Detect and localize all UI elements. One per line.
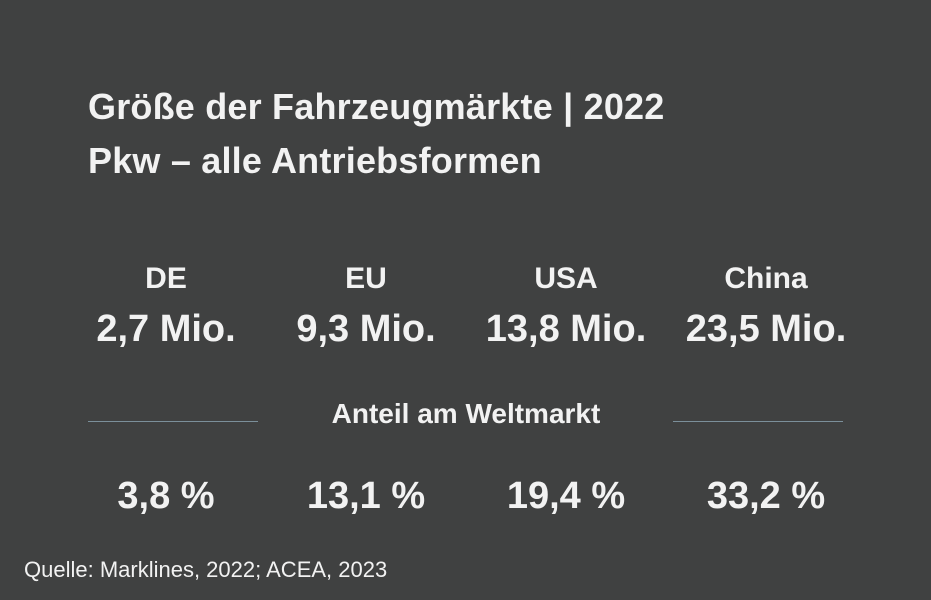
share-value-china: 33,2 % (706, 475, 826, 517)
share-heading: Anteil am Weltmarkt (331, 398, 601, 429)
source-note: Quelle: Marklines, 2022; ACEA, 2023 (24, 557, 388, 582)
divider-right (673, 421, 843, 422)
share-value-de: 3,8 % (117, 475, 215, 517)
volume-value-eu: 9,3 Mio. (296, 308, 436, 350)
title-line-1: Größe der Fahrzeugmärkte | 2022 (88, 86, 665, 127)
region-label-de: DE (145, 262, 187, 295)
divider-left (88, 421, 258, 422)
region-label-china: China (724, 262, 808, 295)
volume-value-de: 2,7 Mio. (96, 308, 236, 350)
title-line-2: Pkw – alle Antriebsformen (88, 140, 542, 181)
volume-value-usa: 13,8 Mio. (485, 308, 647, 350)
region-label-eu: EU (345, 262, 387, 295)
share-value-eu: 13,1 % (306, 475, 426, 517)
chart-title: Größe der Fahrzeugmärkte | 2022 Pkw – al… (88, 80, 665, 188)
region-label-usa: USA (534, 262, 598, 295)
share-value-usa: 19,4 % (506, 475, 626, 517)
volume-value-china: 23,5 Mio. (685, 308, 847, 350)
